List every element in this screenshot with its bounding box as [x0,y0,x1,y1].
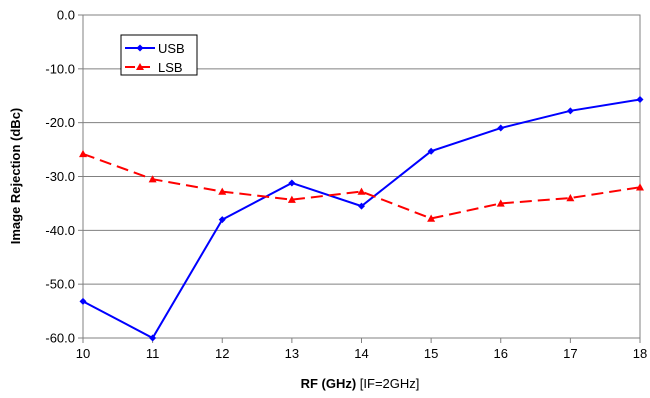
legend: USB LSB [120,34,198,76]
series-lsb-point [636,183,644,191]
series-lsb [79,149,644,222]
x-tick-label: 13 [285,346,299,361]
series-usb-point [149,334,157,342]
series-lsb-point [148,175,157,183]
y-tick-labels: 0.0 -10.0 -20.0 -30.0 -40.0 -50.0 -60.0 [45,8,75,346]
y-tick-label: -30.0 [45,169,75,184]
y-tick-label: -20.0 [45,115,75,130]
x-axis-title-main: RF (GHz) [301,376,357,391]
series-layer [79,96,644,342]
x-tick-label: 10 [76,346,90,361]
series-lsb-point [218,187,227,195]
y-tick-label: 0.0 [57,8,75,23]
series-usb [79,96,644,342]
x-axis-title: RF (GHz) [IF=2GHz] [301,376,420,391]
x-tick-label: 14 [354,346,368,361]
series-lsb-point [427,214,436,222]
x-tick-label: 12 [215,346,229,361]
series-usb-point [636,96,644,104]
x-tick-label: 15 [424,346,438,361]
series-lsb-point [79,149,87,158]
series-usb-point [79,297,87,305]
x-tick-label: 18 [633,346,647,361]
series-lsb-point [287,195,296,203]
series-lsb-point [566,194,575,202]
legend-lsb-label: LSB [158,60,183,75]
x-axis-title-note: [IF=2GHz] [356,376,419,391]
x-tick-label: 16 [494,346,508,361]
x-tick-label: 11 [146,346,160,361]
series-usb-point [427,147,435,155]
legend-lsb-marker [136,63,144,70]
series-usb-point [218,216,226,224]
legend-usb-marker [136,44,144,52]
series-lsb-point [496,199,505,207]
series-lsb-line [82,152,641,220]
series-usb-point [497,124,505,132]
y-axis-title: Image Rejection (dBc) [8,108,23,245]
y-tick-label: -40.0 [45,223,75,238]
y-tick-label: -50.0 [45,277,75,292]
series-usb-point [358,202,365,210]
legend-box [120,34,198,76]
series-lsb-point [357,187,366,195]
series-usb-point [288,179,296,187]
legend-usb-label: USB [158,41,185,56]
x-tick-label: 17 [563,346,577,361]
series-usb-point [566,107,574,115]
x-tick-labels: 10 11 12 13 14 15 16 17 18 [76,346,647,361]
y-tick-label: -10.0 [45,61,75,76]
y-tick-label: -60.0 [45,331,75,346]
